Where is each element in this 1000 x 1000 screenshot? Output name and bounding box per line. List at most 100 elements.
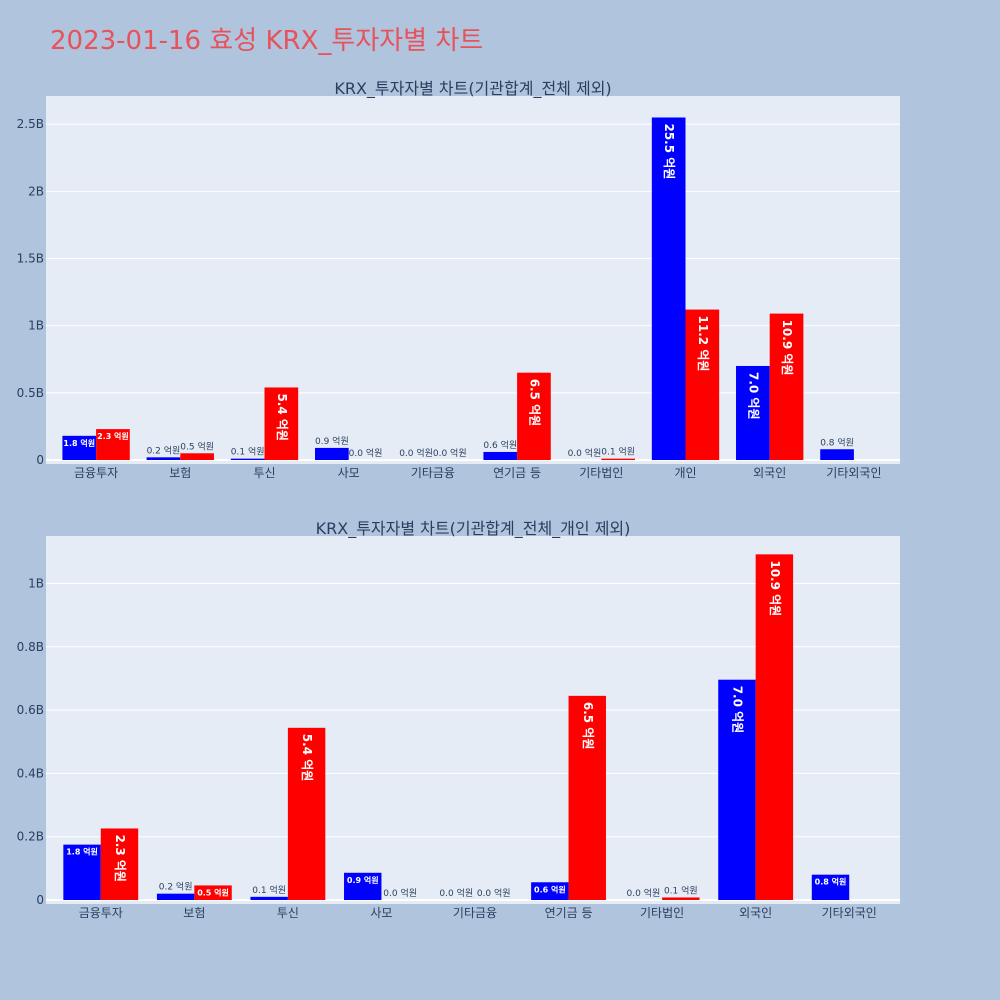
buy-bar	[63, 844, 101, 900]
bar-value-label: 7.0 억원	[730, 686, 744, 734]
x-tick-label: 기타외국인	[822, 906, 877, 920]
bar-value-label: 0.1 억원	[601, 446, 635, 458]
y-tick-label: 0.2B	[17, 830, 44, 844]
bar-value-label: 0.5 억원	[197, 887, 229, 897]
x-tick-label: 외국인	[753, 466, 786, 480]
buy-bar	[344, 872, 382, 900]
bar-value-label: 7.0 억원	[746, 372, 760, 420]
x-tick-label: 보험	[183, 906, 205, 920]
x-tick-label: 투신	[277, 906, 299, 920]
sell-bar	[755, 554, 794, 900]
x-tick-label: 투신	[253, 466, 275, 480]
bar-value-label: 0.0 억원	[433, 447, 467, 459]
buy-bar	[651, 117, 686, 460]
bar-value-label: 11.2 억원	[696, 316, 710, 372]
bar-value-label: 0.8 억원	[815, 877, 847, 887]
sell-bar	[685, 309, 720, 460]
buy-bar	[483, 451, 518, 460]
bar-value-label: 10.9 억원	[768, 560, 782, 616]
y-tick-label: 0.6B	[17, 703, 44, 717]
y-tick-label: 0.8B	[17, 640, 44, 654]
main-title: 2023-01-16 효성 KRX_투자자별 차트	[50, 26, 483, 56]
bar-value-label: 2.3 억원	[113, 834, 127, 882]
x-tick-label: 사모	[338, 466, 360, 480]
sell-bar	[100, 828, 139, 900]
x-tick-label: 기타법인	[579, 466, 623, 480]
sell-bar	[264, 387, 299, 460]
bar-value-label: 0.2 억원	[159, 881, 193, 893]
y-tick-label: 0	[36, 453, 44, 467]
buy-bar	[62, 435, 97, 460]
chart-all-investors: KRX_투자자별 차트(기관합계_전체 제외) 0 0.5B 1B 1.5B 2B 2.5B…	[17, 79, 900, 480]
bar-value-label: 0.0 억원	[627, 887, 661, 899]
x-tick-label: 기타금융	[411, 466, 455, 480]
y-tick-label: 2.5B	[17, 117, 44, 131]
x-tick-label: 기타금융	[453, 906, 497, 920]
y-tick-label: 0.4B	[17, 766, 44, 780]
y-tick-label: 1B	[28, 576, 44, 590]
y-tick-label: 0	[36, 893, 44, 907]
bar-value-label: 5.4 억원	[275, 393, 289, 441]
buy-bar	[156, 893, 195, 900]
bar-value-label: 2.3 억원	[97, 431, 129, 441]
bar-value-label: 6.5 억원	[527, 379, 541, 427]
bar-value-label: 0.5 억원	[180, 440, 214, 452]
buy-bar	[531, 882, 569, 900]
bar-value-label: 0.9 억원	[315, 435, 349, 447]
x-tick-label: 연기금 등	[493, 466, 541, 480]
x-tick-label: 사모	[370, 906, 392, 920]
x-tick-label: 금융투자	[74, 466, 118, 480]
chart-title: KRX_투자자별 차트(기관합계_전체_개인 제외)	[316, 519, 631, 539]
x-tick-label: 기타법인	[640, 906, 684, 920]
x-tick-label: 개인	[674, 466, 696, 480]
sell-bar	[517, 372, 551, 460]
bar-value-label: 10.9 억원	[780, 320, 794, 376]
bar-value-label: 0.0 억원	[568, 447, 602, 459]
bar-value-label: 6.5 억원	[581, 702, 595, 750]
sell-bar	[769, 313, 804, 460]
x-tick-label: 기타외국인	[826, 466, 881, 480]
buy-bar	[315, 447, 349, 460]
bar-value-label: 5.4 억원	[300, 734, 314, 782]
buy-bar	[811, 874, 850, 900]
bar-value-label: 0.0 억원	[439, 887, 473, 899]
bar-value-label: 1.8 억원	[66, 847, 98, 857]
bar-value-label: 0.1 억원	[664, 884, 698, 896]
bar-value-label: 0.0 억원	[399, 447, 433, 459]
sell-bar	[287, 727, 326, 900]
sell-bar	[601, 458, 635, 460]
bar-value-label: 0.8 억원	[820, 436, 854, 448]
y-tick-label: 2B	[28, 184, 44, 198]
bar-value-label: 0.0 억원	[383, 887, 417, 899]
sell-bar	[180, 453, 214, 460]
x-tick-label: 보험	[169, 466, 191, 480]
sell-bar	[568, 695, 606, 900]
y-tick-label: 1.5B	[17, 252, 44, 266]
x-tick-label: 연기금 등	[545, 906, 593, 920]
buy-bar	[250, 896, 288, 900]
bar-value-label: 1.8 억원	[63, 438, 95, 448]
buy-bar	[146, 457, 181, 460]
sell-bar	[662, 897, 700, 900]
y-tick-label: 0.5B	[17, 386, 44, 400]
bar-value-label: 0.0 억원	[477, 887, 511, 899]
buy-bar	[230, 458, 265, 460]
bar-value-label: 0.6 억원	[534, 884, 566, 894]
bar-value-label: 0.2 억원	[147, 444, 181, 456]
buy-bar	[820, 449, 854, 460]
bar-value-label: 25.5 억원	[662, 123, 676, 179]
sell-bar	[96, 429, 130, 460]
x-tick-label: 외국인	[739, 906, 772, 920]
x-tick-label: 금융투자	[79, 906, 123, 920]
chart-excluding-individual: KRX_투자자별 차트(기관합계_전체_개인 제외) 0 0.2B 0.4B 0.6B 0…	[17, 519, 900, 920]
bar-value-label: 0.1 억원	[252, 884, 286, 896]
y-tick-label: 1B	[28, 319, 44, 333]
buy-bar	[718, 679, 756, 900]
bar-value-label: 0.6 억원	[483, 439, 517, 451]
sell-bar	[194, 885, 232, 900]
bar-value-label: 0.1 억원	[231, 446, 265, 458]
bar-value-label: 0.9 억원	[347, 875, 379, 885]
chart-title: KRX_투자자별 차트(기관합계_전체 제외)	[334, 79, 611, 99]
buy-bar	[736, 365, 770, 460]
